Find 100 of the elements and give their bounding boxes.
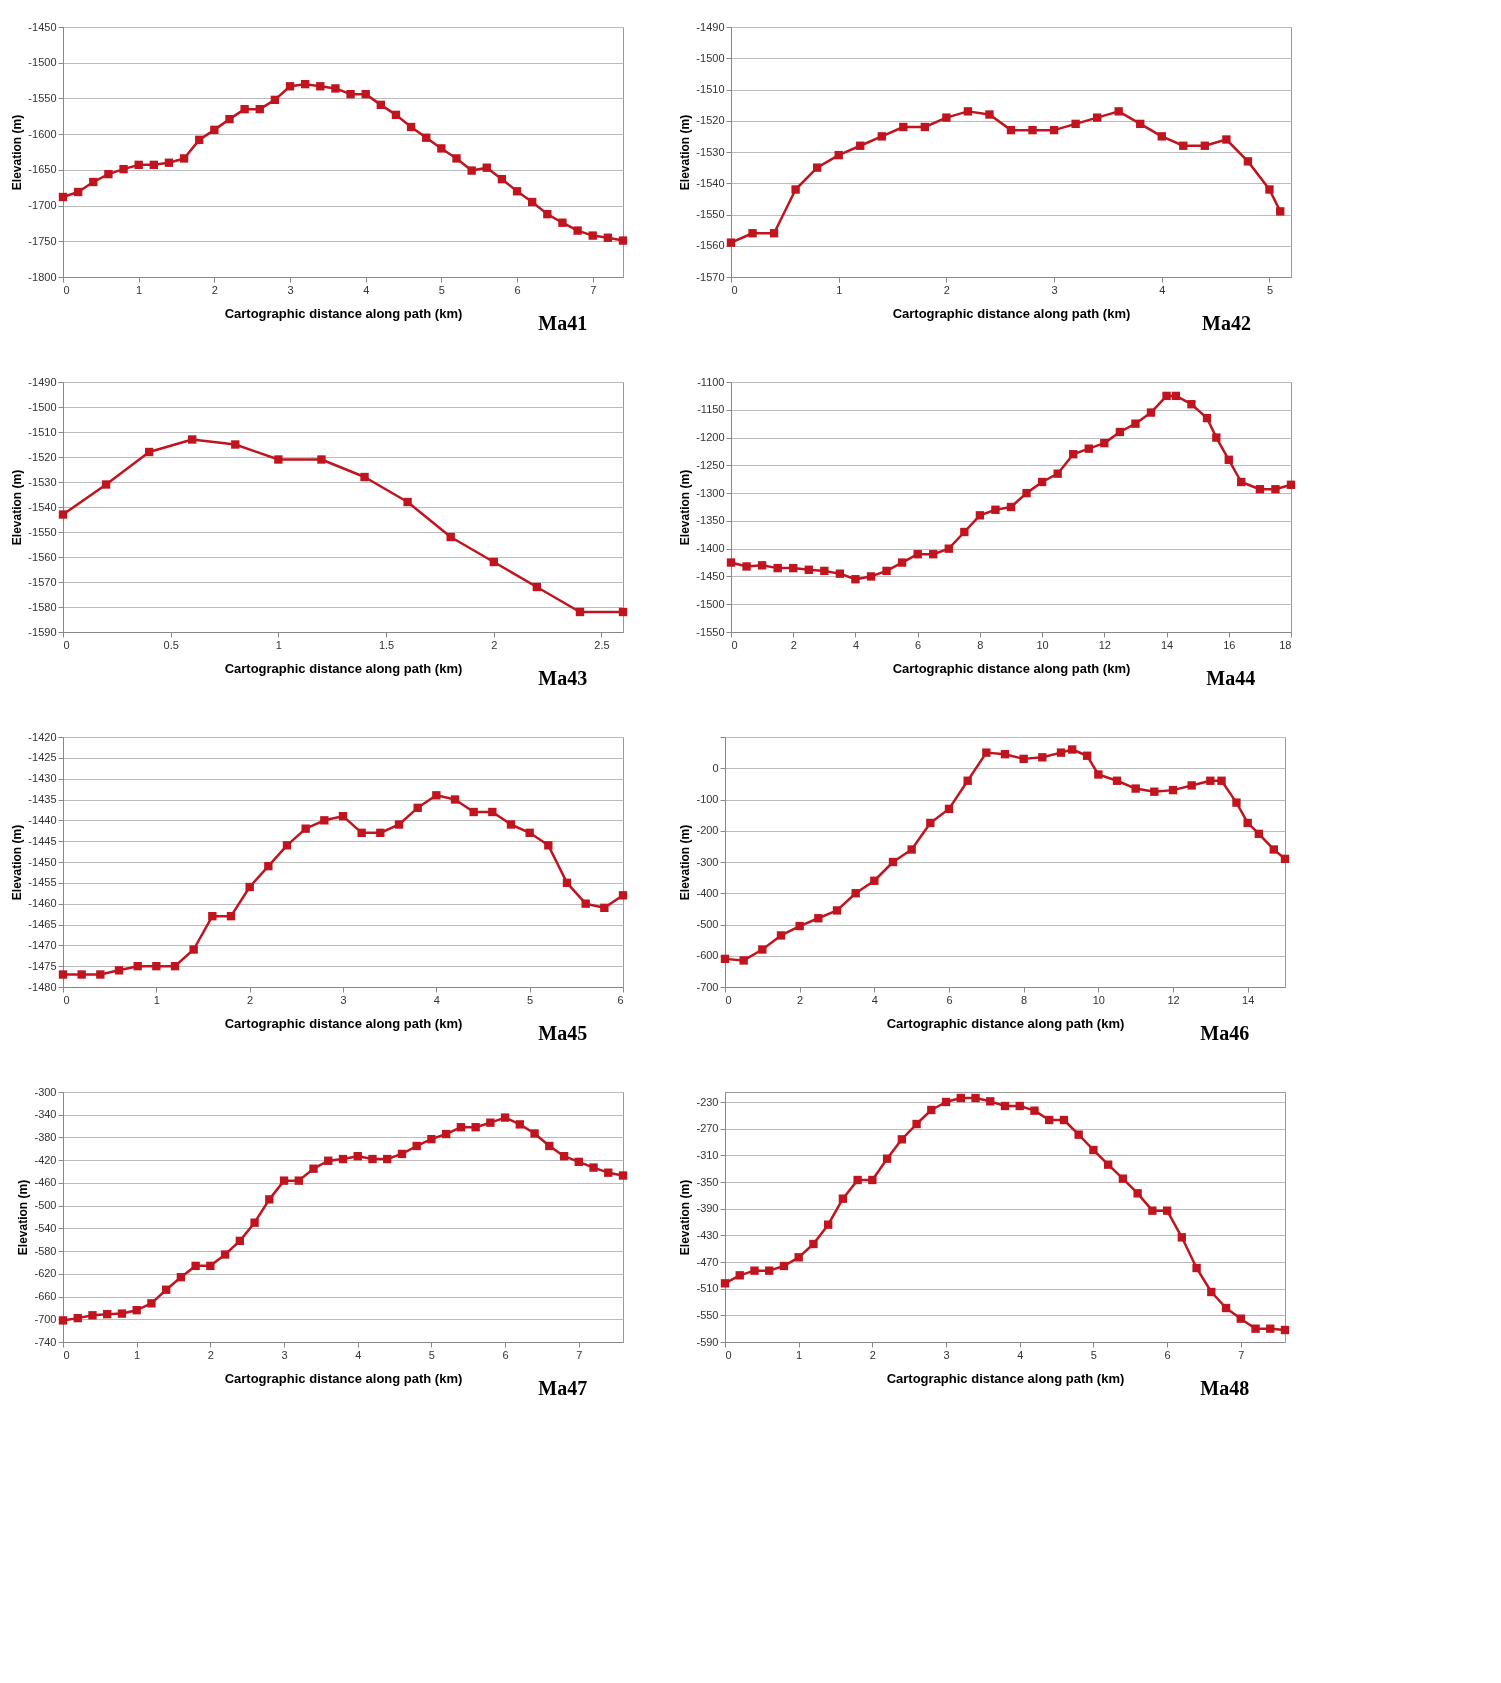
- point: [1049, 125, 1059, 135]
- x-tick-label: 10: [1092, 993, 1105, 1006]
- point: [757, 561, 767, 570]
- point: [467, 166, 476, 175]
- x-tick-label: 16: [1223, 638, 1236, 651]
- y-tick-label: -1350: [696, 514, 725, 527]
- x-tick-label: 18: [1279, 638, 1292, 651]
- point: [913, 550, 922, 559]
- point: [413, 803, 422, 813]
- x-tick-label: 4: [852, 638, 860, 651]
- point: [270, 95, 280, 105]
- point: [1053, 469, 1062, 478]
- point: [748, 229, 757, 238]
- point: [603, 233, 613, 242]
- point: [96, 970, 105, 979]
- x-tick-label: 4: [433, 993, 440, 1006]
- point: [1157, 132, 1166, 141]
- point: [469, 807, 478, 817]
- point: [726, 558, 736, 567]
- point: [1237, 477, 1246, 487]
- x-tick-label: 3: [1051, 283, 1058, 296]
- y-tick-label: -470: [696, 1255, 719, 1268]
- x-tick-label: 5: [438, 283, 445, 296]
- x-tick-label: 0: [63, 1348, 70, 1361]
- y-tick-label: -540: [34, 1221, 57, 1234]
- y-axis-title: Elevation (m): [678, 824, 693, 901]
- point: [794, 1253, 803, 1262]
- point: [942, 113, 951, 122]
- point: [1224, 455, 1233, 464]
- point: [1179, 141, 1188, 150]
- y-axis-title: Elevation (m): [10, 469, 25, 546]
- point: [397, 1149, 407, 1159]
- y-tick-label: -700: [696, 980, 719, 993]
- point: [1162, 391, 1171, 401]
- y-tick-label: -430: [696, 1228, 719, 1241]
- x-tick-label: 2: [790, 638, 797, 651]
- x-tick-label: 4: [871, 993, 878, 1006]
- point: [1266, 1324, 1275, 1333]
- point: [1168, 785, 1178, 795]
- point: [870, 876, 879, 885]
- y-tick-label: -1530: [696, 145, 725, 158]
- point: [441, 1129, 451, 1139]
- point: [927, 1105, 936, 1115]
- point: [360, 472, 369, 482]
- point: [506, 820, 516, 829]
- y-axis-title: Elevation (m): [10, 114, 25, 191]
- point: [1276, 207, 1285, 216]
- y-tick-label: -660: [34, 1290, 57, 1303]
- point: [73, 187, 83, 197]
- point: [161, 1285, 171, 1294]
- point: [1243, 818, 1252, 828]
- point: [791, 185, 800, 194]
- text: Ma43: [538, 667, 588, 689]
- x-tick-label: 1: [134, 1348, 141, 1361]
- point: [134, 160, 143, 170]
- y-tick-label: -1550: [28, 91, 57, 104]
- point: [220, 1250, 230, 1259]
- point: [179, 154, 189, 163]
- point: [1207, 1287, 1216, 1297]
- y-tick-label: -1510: [696, 83, 725, 95]
- point: [486, 1118, 495, 1127]
- point: [376, 100, 386, 110]
- y-tick-label: -1250: [696, 458, 725, 471]
- y-tick-label: -100: [696, 793, 719, 805]
- point: [618, 236, 628, 245]
- point: [1030, 1106, 1039, 1115]
- point: [331, 84, 340, 93]
- point: [618, 607, 628, 617]
- point: [926, 818, 935, 828]
- point: [530, 1129, 539, 1138]
- x-tick-label: 6: [502, 1348, 509, 1361]
- point: [1171, 391, 1181, 401]
- y-tick-label: -1490: [696, 20, 725, 33]
- point: [1232, 798, 1241, 807]
- point: [838, 1194, 848, 1203]
- y-tick-label: -1510: [28, 425, 57, 438]
- x-tick-label: 0: [63, 638, 70, 651]
- x-tick-label: 3: [340, 993, 347, 1006]
- point: [208, 911, 217, 921]
- point: [1221, 1303, 1231, 1313]
- point: [309, 1164, 318, 1173]
- point: [195, 135, 204, 145]
- x-tick-label: 0: [731, 638, 738, 651]
- point: [133, 961, 142, 971]
- y-axis-title: Elevation (m): [678, 114, 693, 191]
- point: [500, 1113, 510, 1122]
- y-tick-label: -380: [34, 1130, 57, 1143]
- point: [1069, 450, 1078, 459]
- point: [89, 177, 98, 187]
- y-tick-label: -1450: [28, 855, 57, 868]
- x-tick-label: 0: [63, 993, 70, 1006]
- point: [765, 1266, 774, 1275]
- y-tick-label: -550: [696, 1308, 719, 1321]
- point: [1217, 776, 1226, 785]
- x-tick-label: 2.5: [594, 638, 610, 651]
- point: [191, 1261, 200, 1271]
- y-tick-label: -1435: [28, 793, 57, 805]
- x-tick-label: 7: [1238, 1348, 1245, 1361]
- y-tick-label: -300: [34, 1085, 57, 1098]
- point: [452, 154, 461, 163]
